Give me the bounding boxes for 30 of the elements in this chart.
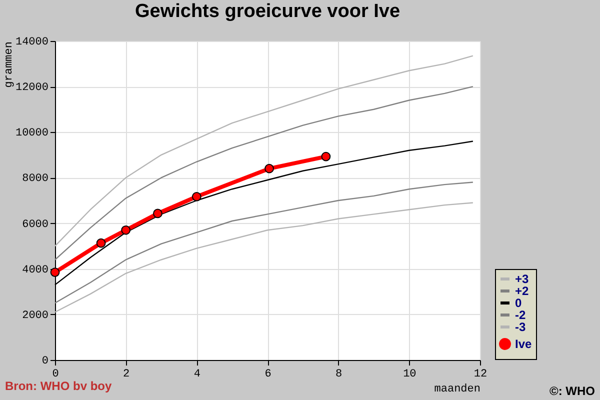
legend-label: +2 — [515, 284, 530, 298]
y-tick-label: 12000 — [15, 82, 48, 94]
y-tick-label: 6000 — [22, 218, 48, 231]
line-series — [54, 86, 474, 260]
text: ©: WHO — [550, 384, 595, 398]
x-tick-label: 12 — [474, 368, 488, 380]
x-tick-label: 6 — [264, 368, 272, 380]
y-tick-label: 2000 — [22, 310, 48, 322]
y-tick-label: 8000 — [22, 173, 48, 186]
y-tick-label: 10000 — [15, 128, 48, 140]
text: Bron: WHO bv boy — [5, 379, 112, 393]
legend-label: Ive — [515, 337, 532, 351]
x-tick-label: 0 — [52, 368, 59, 380]
x-tick-label: 10 — [403, 368, 416, 380]
y-tick-label: 0 — [42, 356, 48, 368]
legend-label: -3 — [515, 320, 526, 334]
line-series — [54, 55, 474, 247]
x-axis-title: maanden — [434, 384, 480, 396]
legend-label: +3 — [515, 272, 530, 286]
chart-title: Gewichts groeicurve voor Ive — [134, 1, 400, 22]
x-tick-label: 2 — [123, 368, 130, 380]
legend-label: -2 — [515, 308, 526, 322]
x-tick-label: 4 — [194, 368, 201, 380]
y-tick-label: 14000 — [15, 36, 48, 48]
y-axis-title: grammen — [4, 42, 16, 88]
x-tick-label: 8 — [336, 368, 342, 380]
line-series — [54, 202, 474, 313]
line-series — [54, 182, 474, 304]
legend-label: 0 — [515, 296, 522, 310]
y-tick-label: 4000 — [22, 264, 48, 276]
